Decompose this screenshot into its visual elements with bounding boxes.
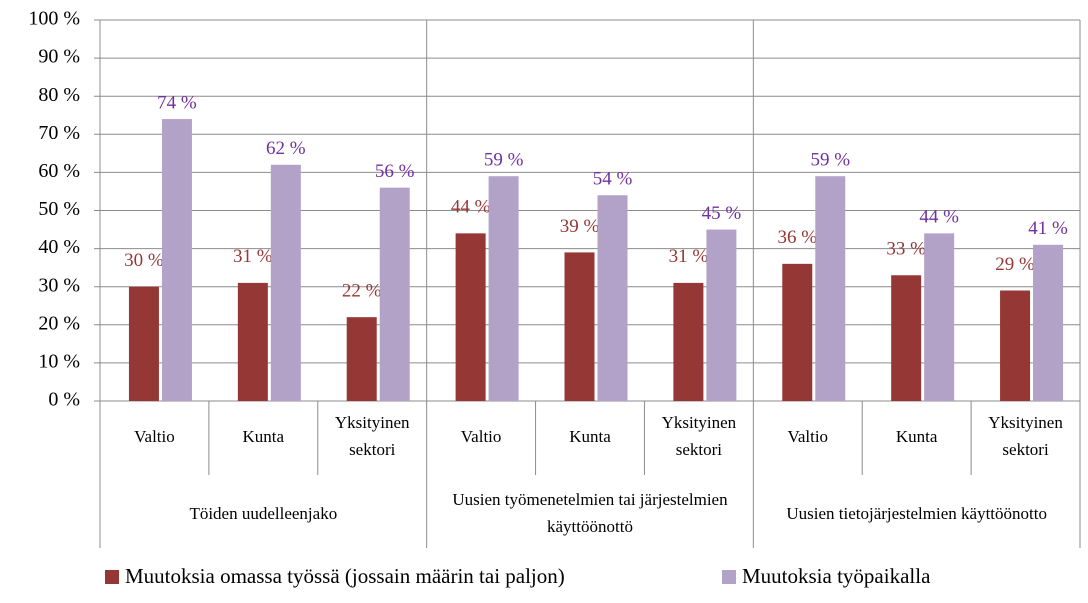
legend-label: Muutoksia omassa työssä (jossain määrin … [125,564,565,588]
bar [815,176,846,401]
value-label: 31 % [669,246,709,267]
value-label: 39 % [560,216,600,237]
bar [597,195,628,401]
x-tick-label: Valtio [787,426,829,446]
value-label: 22 % [342,281,382,302]
group-label: Uusien työmenetelmien tai järjestelmien … [452,490,728,536]
group-label: Töiden uudelleenjako [189,503,338,523]
bar [564,252,595,401]
y-tick-label: 20 % [38,312,80,334]
bar [488,176,519,401]
x-tick-label: Kunta [569,426,611,446]
bar [924,233,955,401]
value-label: 45 % [702,203,742,224]
value-label: 74 % [157,92,197,113]
value-label: 54 % [593,169,633,190]
legend-swatch [105,570,119,584]
x-tick-label: Kunta [242,426,285,446]
y-tick-label: 50 % [38,198,80,220]
bar [128,286,159,401]
y-tick-label: 80 % [38,84,80,106]
bar [891,275,922,401]
bar [455,233,486,401]
x-tick-label: Valtio [134,426,175,446]
y-tick-label: 90 % [38,46,80,68]
y-tick-label: 30 % [38,274,80,296]
value-label: 44 % [451,197,491,218]
bar [782,263,813,401]
y-tick-label: 60 % [38,160,80,182]
bar [379,187,410,401]
x-tick-label: Yksityinen sektori [334,413,410,459]
group-label: Uusien tietojärjestelmien käyttöönotto [786,503,1047,523]
value-label: 56 % [375,161,415,182]
x-tick-label: Kunta [895,426,938,446]
value-label: 36 % [777,227,817,248]
value-label: 59 % [810,150,850,171]
value-label: 29 % [995,254,1035,275]
y-tick-label: 40 % [38,236,80,258]
bar [706,229,737,401]
value-label: 33 % [886,239,926,260]
value-label: 30 % [124,250,164,271]
value-label: 41 % [1028,218,1068,239]
value-label: 31 % [233,246,273,267]
bar [161,119,192,401]
y-tick-label: 70 % [38,122,80,144]
bar [1000,290,1031,401]
bar [270,164,301,401]
x-tick-label: Yksityinen sektori [661,413,737,459]
bar [1033,244,1064,401]
x-tick-label: Valtio [460,426,502,446]
value-label: 62 % [266,138,306,159]
value-label: 44 % [919,207,959,228]
y-tick-label: 0 % [48,389,80,411]
legend-label: Muutoksia työpaikalla [742,564,931,588]
bar [346,317,377,401]
y-tick-label: 10 % [38,350,80,372]
bar [237,282,268,401]
legend-swatch [722,570,736,584]
x-tick-label: Yksityinen sektori [988,413,1063,459]
y-tick-label: 100 % [28,8,80,30]
value-label: 59 % [484,150,524,171]
bar [673,282,704,401]
